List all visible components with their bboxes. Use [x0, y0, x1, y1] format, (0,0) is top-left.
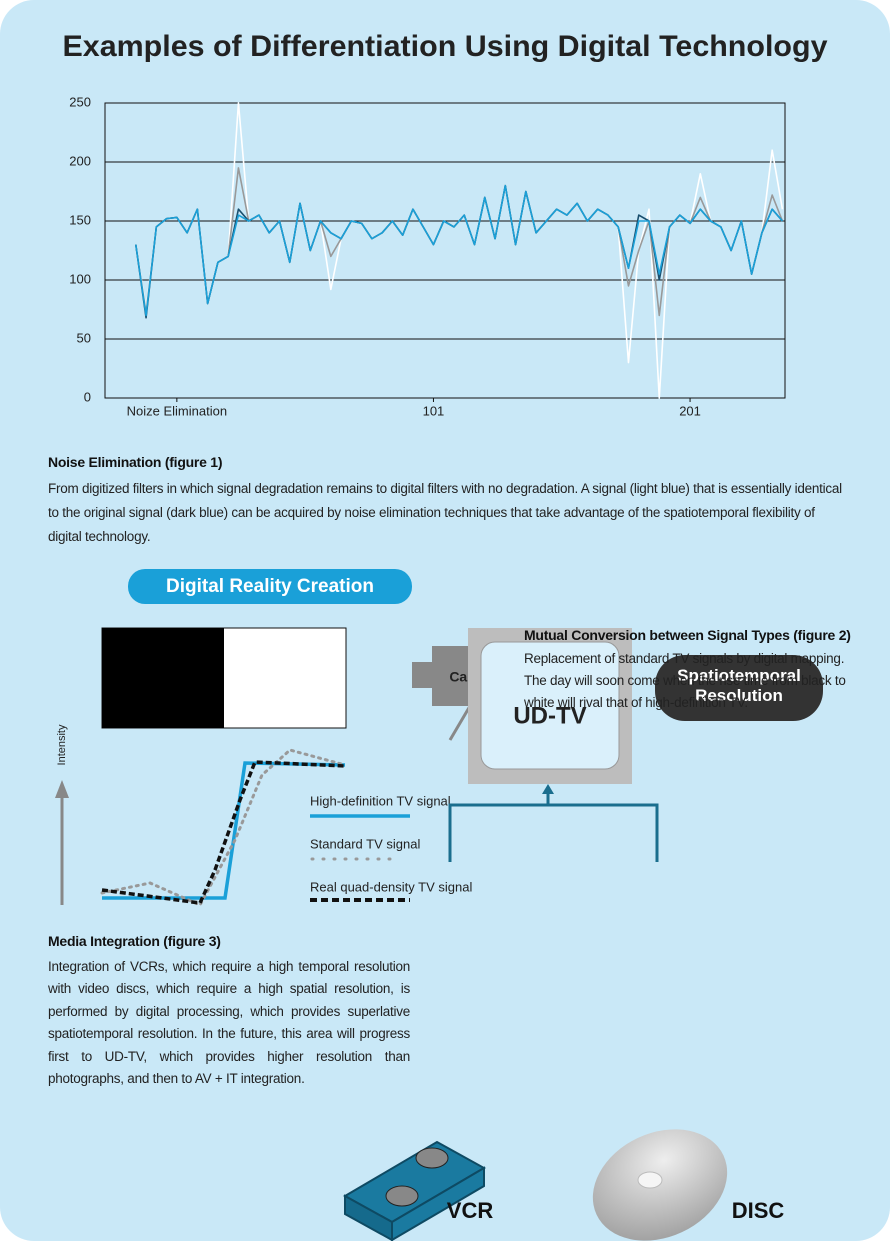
black-field	[102, 628, 224, 728]
section-title: Noise Elimination (figure 1)	[48, 450, 848, 474]
plot-area	[105, 103, 785, 398]
x-tick-label: Noize Elimination	[127, 403, 227, 418]
paragraph: From digitized filters in which signal d…	[48, 481, 842, 544]
y-tick-label: 150	[69, 212, 91, 227]
legend-label: Real quad-density TV signal	[310, 879, 472, 894]
paragraph: Integration of VCRs, which require a hig…	[48, 959, 410, 1087]
y-tick-label: 50	[77, 330, 91, 345]
page: Examples of Differentiation Using Digita…	[0, 0, 890, 1241]
vcr-reel	[416, 1148, 448, 1168]
text-block: Noise Elimination (figure 1) From digiti…	[48, 450, 848, 549]
section-title: Media Integration (figure 3)	[48, 930, 410, 953]
text-block: Media Integration (figure 3) Integration…	[48, 930, 410, 1091]
badge-text: Digital Reality Creation	[166, 576, 374, 597]
disc-hole	[638, 1172, 662, 1188]
y-tick-label: 100	[69, 271, 91, 286]
vcr-label: VCR	[447, 1198, 494, 1223]
text-block: Mutual Conversion between Signal Types (…	[524, 625, 854, 714]
camera-lens	[412, 662, 434, 688]
page-title: Examples of Differentiation Using Digita…	[63, 30, 828, 63]
y-tick-label: 200	[69, 153, 91, 168]
paragraph: Replacement of standard TV signals by di…	[524, 651, 846, 710]
x-tick-label: 101	[423, 403, 445, 418]
y-tick-label: 0	[84, 389, 91, 404]
disc-label: DISC	[732, 1198, 785, 1223]
section-title: Mutual Conversion between Signal Types (…	[524, 625, 854, 645]
legend-label: High-definition TV signal	[310, 793, 451, 808]
x-tick-label: 201	[679, 403, 701, 418]
legend-label: Standard TV signal	[310, 836, 420, 851]
axis-label: Intensity	[56, 724, 68, 765]
vcr-reel	[386, 1186, 418, 1206]
y-tick-label: 250	[69, 94, 91, 109]
